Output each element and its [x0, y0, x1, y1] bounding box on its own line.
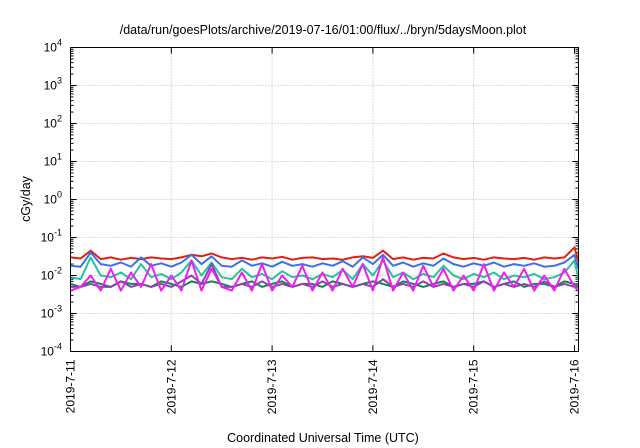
series-line-6: [70, 256, 580, 292]
x-tick-label: 2019-7-11: [64, 359, 78, 413]
y-tick-label: 104: [44, 38, 62, 55]
y-tick-label: 10-4: [41, 342, 62, 359]
x-tick-label: 2019-7-14: [366, 359, 380, 414]
y-tick-label: 103: [44, 76, 62, 93]
gridlines: [70, 47, 579, 352]
chart-title: /data/run/goesPlots/archive/2019-07-16/0…: [120, 23, 527, 37]
x-tick-label: 2019-7-12: [164, 359, 178, 414]
x-tick-label: 2019-7-15: [467, 359, 481, 414]
y-axis-label: cGy/day: [19, 175, 33, 222]
y-tick-label: 10-3: [41, 304, 62, 321]
x-ticks: 2019-7-11 2019-7-12 2019-7-13 2019-7-14 2019…: [64, 47, 582, 414]
y-tick-label: 100: [44, 190, 62, 207]
x-axis-label: Coordinated Universal Time (UTC): [227, 431, 419, 445]
series-line-4: [70, 251, 580, 270]
y-tick-label: 10-1: [41, 228, 62, 245]
series-line-5: [70, 263, 579, 288]
plot-series: [70, 246, 580, 292]
series-line-1: [70, 246, 580, 262]
x-tick-label: 2019-7-16: [568, 359, 582, 414]
y-tick-label: 10-2: [41, 266, 62, 283]
y-ticks: 10-4 10-3 10-2 10-1 100 101 102 103 104: [41, 38, 579, 359]
plot-frame: [70, 47, 579, 352]
y-tick-label: 101: [44, 152, 62, 169]
y-tick-label: 102: [44, 114, 62, 131]
x-tick-label: 2019-7-13: [265, 359, 279, 414]
